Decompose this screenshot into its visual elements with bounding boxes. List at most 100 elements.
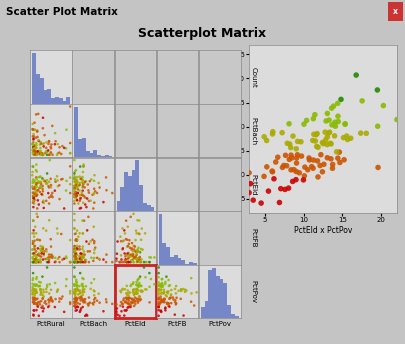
Point xyxy=(156,304,162,310)
Point xyxy=(72,251,79,256)
Point xyxy=(72,175,79,180)
Point xyxy=(131,247,137,252)
Point xyxy=(80,297,86,303)
Point xyxy=(37,149,44,154)
Point xyxy=(71,198,78,204)
Point xyxy=(32,243,38,249)
Point xyxy=(288,167,294,173)
Point xyxy=(310,116,317,121)
Point xyxy=(74,193,80,198)
Point xyxy=(71,194,78,200)
Point xyxy=(168,295,174,300)
Point xyxy=(71,289,78,295)
Point xyxy=(380,103,387,108)
Point xyxy=(59,294,66,299)
Point xyxy=(38,248,44,253)
Point xyxy=(315,144,321,150)
Point xyxy=(90,192,96,197)
Point xyxy=(33,145,40,150)
Point xyxy=(33,249,39,254)
Point xyxy=(74,181,80,186)
Point xyxy=(40,144,47,149)
Point xyxy=(33,256,40,261)
Point xyxy=(72,237,79,243)
Point xyxy=(80,164,86,169)
Point xyxy=(156,286,162,292)
Point xyxy=(129,246,135,251)
Point xyxy=(35,187,41,193)
Point xyxy=(30,190,37,196)
Point xyxy=(42,256,49,262)
Point xyxy=(41,132,48,138)
Bar xyxy=(36,74,40,104)
Point xyxy=(269,131,276,137)
Point xyxy=(38,192,45,197)
Point xyxy=(72,257,79,262)
Point xyxy=(157,282,164,287)
Point xyxy=(156,282,162,288)
Point xyxy=(85,259,92,265)
Point xyxy=(156,301,162,307)
Bar xyxy=(185,264,189,265)
Point xyxy=(132,254,139,259)
Point xyxy=(94,255,100,261)
Point xyxy=(137,259,144,265)
Point xyxy=(172,298,179,303)
Point xyxy=(31,147,37,152)
Point xyxy=(49,299,56,304)
Point xyxy=(45,259,51,265)
Point xyxy=(67,288,73,294)
Point xyxy=(273,159,279,165)
Point xyxy=(138,283,145,289)
Point xyxy=(132,298,139,304)
Point xyxy=(75,190,81,196)
Point xyxy=(305,167,311,173)
Point xyxy=(114,306,120,311)
Point xyxy=(326,130,332,136)
Point xyxy=(31,133,37,139)
Point xyxy=(123,259,130,265)
Point xyxy=(46,185,52,190)
Point xyxy=(45,297,52,303)
Point xyxy=(61,309,67,315)
Point xyxy=(138,246,145,252)
Point xyxy=(157,300,164,305)
Point xyxy=(131,297,137,303)
Point xyxy=(130,243,137,249)
Point xyxy=(45,304,51,310)
Point xyxy=(124,288,131,293)
Point xyxy=(162,306,168,311)
Point xyxy=(71,283,78,289)
Point xyxy=(77,206,83,211)
Point xyxy=(32,186,38,192)
Point xyxy=(33,182,40,187)
Point xyxy=(46,217,52,223)
Point xyxy=(158,291,164,297)
Bar xyxy=(117,201,120,211)
Point xyxy=(156,300,162,305)
Point xyxy=(136,294,142,299)
Point xyxy=(30,150,36,155)
Point xyxy=(34,302,40,307)
Point xyxy=(288,145,294,150)
Point xyxy=(77,192,83,198)
Point xyxy=(79,290,85,295)
Point xyxy=(33,308,40,313)
Point xyxy=(134,247,141,252)
Point xyxy=(117,234,124,239)
Point xyxy=(134,217,141,223)
Point xyxy=(100,309,107,314)
Point xyxy=(73,179,79,184)
Point xyxy=(71,259,78,265)
Point xyxy=(29,147,36,153)
Point xyxy=(33,255,40,260)
Point xyxy=(40,152,47,158)
Point xyxy=(30,259,37,265)
Point xyxy=(72,256,79,262)
Point xyxy=(135,277,141,282)
Point xyxy=(358,130,364,136)
Point xyxy=(36,180,43,186)
Point xyxy=(74,256,81,261)
Point xyxy=(103,187,110,193)
Point xyxy=(78,295,85,300)
